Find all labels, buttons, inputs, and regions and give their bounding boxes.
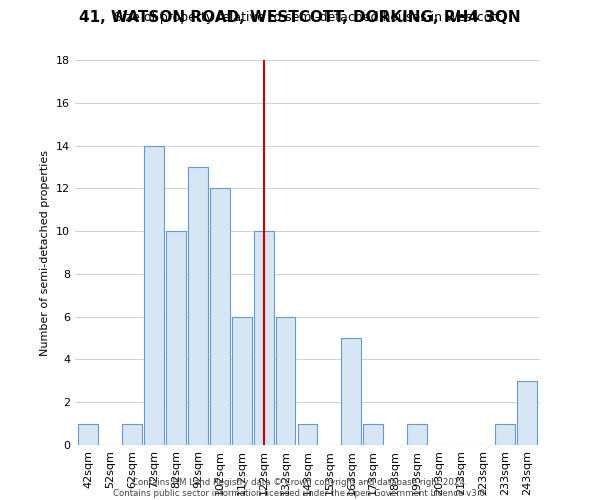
Bar	[341, 338, 361, 445]
Bar	[144, 146, 164, 445]
Bar	[166, 231, 186, 445]
Title: Size of property relative to semi-detached houses in Westcott: Size of property relative to semi-detach…	[114, 11, 501, 24]
Bar	[188, 167, 208, 445]
Bar	[78, 424, 98, 445]
Bar	[210, 188, 230, 445]
Text: Contains HM Land Registry data © Crown copyright and database right 2024.
Contai: Contains HM Land Registry data © Crown c…	[113, 478, 487, 498]
Bar	[298, 424, 317, 445]
Y-axis label: Number of semi-detached properties: Number of semi-detached properties	[40, 150, 50, 356]
Bar	[407, 424, 427, 445]
Text: 41, WATSON ROAD, WESTCOTT, DORKING, RH4 3QN: 41, WATSON ROAD, WESTCOTT, DORKING, RH4 …	[79, 10, 521, 25]
Bar	[517, 381, 537, 445]
Bar	[232, 316, 251, 445]
Bar	[122, 424, 142, 445]
Bar	[495, 424, 515, 445]
Bar	[364, 424, 383, 445]
Bar	[275, 316, 295, 445]
Bar	[254, 231, 274, 445]
